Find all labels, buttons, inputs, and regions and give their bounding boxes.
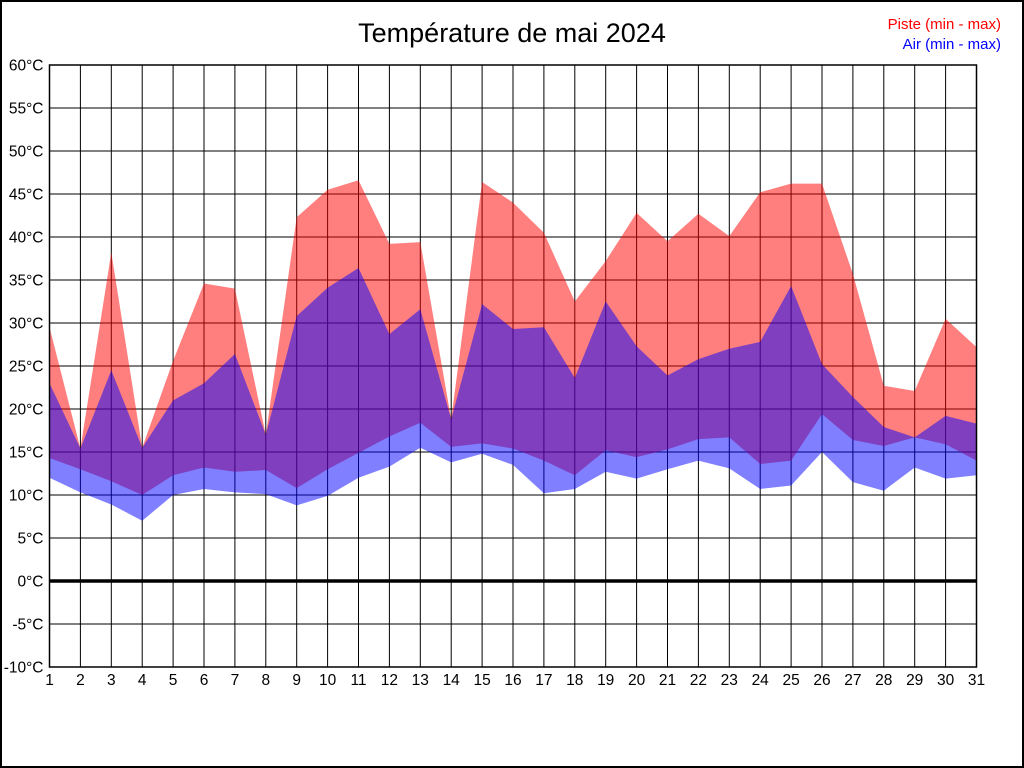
legend-piste-label: Piste (min - max) — [887, 16, 1001, 33]
chart-title: Température de mai 2024 — [358, 18, 666, 48]
air-range-area — [49, 267, 977, 521]
x-tick-label: 17 — [535, 672, 552, 689]
x-tick-label: 4 — [138, 672, 147, 689]
y-tick-label: 45°C — [9, 187, 44, 204]
x-tick-label: 26 — [813, 672, 830, 689]
legend-air-label: Air (min - max) — [902, 36, 1001, 53]
y-tick-label: 15°C — [9, 445, 44, 462]
x-tick-label: 10 — [319, 672, 337, 689]
y-tick-label: 30°C — [9, 316, 44, 333]
x-tick-label: 24 — [752, 672, 770, 689]
y-tick-label: 55°C — [9, 101, 44, 118]
x-tick-label: 31 — [968, 672, 985, 689]
y-tick-label: 60°C — [9, 58, 44, 75]
y-tick-label: 20°C — [9, 402, 44, 419]
x-tick-label: 8 — [261, 672, 270, 689]
x-tick-label: 12 — [381, 672, 398, 689]
x-tick-label: 6 — [200, 672, 209, 689]
x-tick-label: 16 — [504, 672, 521, 689]
x-tick-label: 7 — [231, 672, 240, 689]
y-tick-label: 35°C — [9, 273, 44, 290]
chart-legend: Piste (min - max) Air (min - max) — [888, 15, 1001, 55]
y-tick-label: 0°C — [17, 574, 43, 591]
y-tick-label: 40°C — [9, 230, 44, 247]
x-tick-label: 30 — [937, 672, 955, 689]
x-tick-label: 15 — [473, 672, 490, 689]
y-tick-label: 50°C — [9, 144, 44, 161]
x-tick-label: 22 — [690, 672, 707, 689]
y-tick-label: 25°C — [9, 359, 44, 376]
plot-frame — [48, 64, 978, 668]
y-tick-label: -10°C — [4, 660, 44, 677]
x-tick-label: 13 — [412, 672, 429, 689]
x-tick-label: 20 — [628, 672, 646, 689]
x-tick-label: 27 — [844, 672, 861, 689]
x-tick-label: 28 — [875, 672, 892, 689]
x-tick-label: 9 — [292, 672, 301, 689]
y-tick-label: 5°C — [17, 531, 43, 548]
x-tick-label: 11 — [350, 672, 366, 689]
x-tick-label: 5 — [169, 672, 178, 689]
x-tick-label: 1 — [45, 672, 54, 689]
x-tick-label: 3 — [107, 672, 116, 689]
x-tick-label: 18 — [566, 672, 583, 689]
x-tick-label: 14 — [443, 672, 461, 689]
x-tick-label: 19 — [597, 672, 614, 689]
x-tick-label: 25 — [782, 672, 799, 689]
x-tick-label: 21 — [659, 672, 676, 689]
x-tick-label: 29 — [906, 672, 923, 689]
x-tick-label: 23 — [721, 672, 738, 689]
y-tick-label: 10°C — [9, 488, 44, 505]
x-tick-label: 2 — [76, 672, 85, 689]
y-tick-label: -5°C — [12, 617, 43, 634]
